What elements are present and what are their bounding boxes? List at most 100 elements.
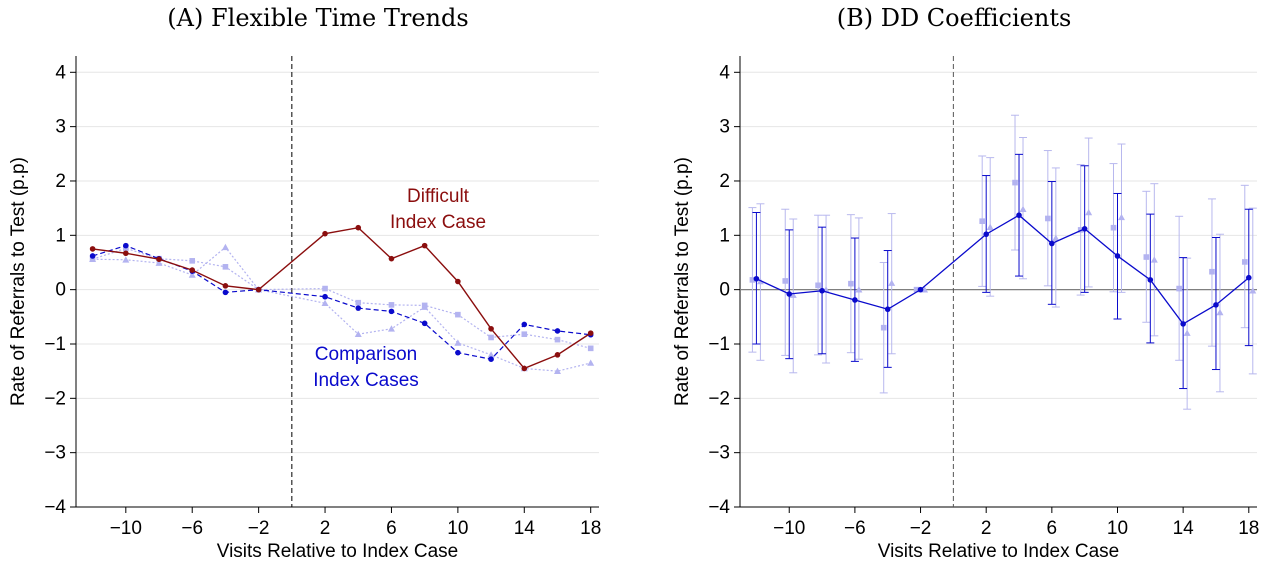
b-alt-series-0-point-13 <box>1209 268 1215 275</box>
b-alt-series-1-point-4 <box>888 279 896 286</box>
b-xtick-label-6: 14 <box>1173 518 1195 539</box>
b-ytick-label-4: 0 <box>719 280 730 301</box>
a-series-0-point-12 <box>521 365 528 372</box>
b-xtick-label-4: 6 <box>1047 518 1058 539</box>
panel-b: (B) DD Coefficients −4 −3 −2 −1 0 1 2 3 4 −10 −6 −2… <box>636 0 1271 569</box>
b-alt-series-1-point-10 <box>1117 213 1125 221</box>
a-series-0-point-13 <box>554 352 561 358</box>
panel-b-title: (B) DD Coefficients <box>836 4 1072 32</box>
b-main-series-line <box>756 214 1250 325</box>
a-series-2-point-3 <box>189 258 196 264</box>
a-series-0-point-4 <box>222 283 229 289</box>
a-ytick-label-2: −2 <box>44 388 66 409</box>
a-ytick-label-7: 3 <box>55 117 66 138</box>
a-series-3-point-7 <box>354 330 362 338</box>
b-main-series-point-0 <box>753 275 760 282</box>
a-series-2-point-4 <box>222 264 229 270</box>
a-series-1-point-12 <box>521 321 528 328</box>
b-alt-series-0-point-2 <box>815 282 821 289</box>
b-alt-series-0-point-0 <box>749 277 756 283</box>
b-main-series-point-12 <box>1180 321 1186 327</box>
a-series-0-point-1 <box>123 250 129 257</box>
a-series-0-point-3 <box>189 267 196 273</box>
a-xtick-label-3: 2 <box>320 518 331 539</box>
b-alt-series-0-point-3 <box>848 280 854 287</box>
b-ytick-label-7: 3 <box>719 117 730 138</box>
b-alt-series-1-point-6 <box>986 223 994 230</box>
a-series-0-point-0 <box>89 246 96 252</box>
b-xtick-label-3: 2 <box>981 518 992 539</box>
b-main-series-point-13 <box>1213 302 1219 308</box>
b-ytick-label-0: −4 <box>708 497 730 518</box>
b-main-series-point-4 <box>884 306 891 313</box>
b-x-axis-title: Visits Relative to Index Case <box>878 541 1120 562</box>
b-ytick-label-8: 4 <box>719 62 730 83</box>
a-ytick-label-4: 0 <box>55 280 66 301</box>
a-series-0-point-9 <box>421 242 428 249</box>
a-x-axis-title: Visits Relative to Index Case <box>217 541 459 562</box>
a-annotation-1-line-0: Comparison <box>315 344 417 365</box>
b-alt-series-0-point-6 <box>979 218 985 224</box>
a-ytick-label-1: −3 <box>44 443 66 464</box>
a-annotation-0-line-0: Difficult <box>407 186 470 207</box>
b-alt-series-1-point-1 <box>789 291 797 298</box>
b-alt-series-1-point-7 <box>1019 205 1027 213</box>
a-series-0 <box>89 224 594 372</box>
a-annotation-0-line-1: Index Case <box>390 212 486 233</box>
a-series-3-point-10 <box>454 339 462 346</box>
a-series-3-point-0 <box>89 255 97 263</box>
b-alt-series-0-point-10 <box>1110 224 1117 231</box>
a-series-0-point-7 <box>355 224 362 231</box>
b-alt-series-1-point-11 <box>1150 256 1158 263</box>
a-series-2-point-12 <box>521 331 528 338</box>
a-series-2-point-8 <box>388 302 395 308</box>
a-series-1-point-11 <box>488 356 494 363</box>
b-alt-series-0-point-7 <box>1012 179 1018 186</box>
b-alt-series-1-point-3 <box>855 286 863 293</box>
b-main-series-point-9 <box>1081 225 1088 232</box>
a-series-2-point-14 <box>587 345 594 352</box>
a-series-2-point-6 <box>322 285 328 292</box>
b-xtick-label-0: −10 <box>773 518 805 539</box>
b-xtick-label-2: −2 <box>910 518 932 539</box>
b-ytick-label-3: −1 <box>708 334 730 355</box>
b-alt-series-0 <box>748 114 1249 394</box>
b-main-series-point-11 <box>1147 277 1154 283</box>
a-ytick-label-3: −1 <box>44 334 66 355</box>
b-main-series-point-3 <box>852 297 858 303</box>
b-ytick-label-5: 1 <box>719 225 730 246</box>
b-alt-series-1-point-14 <box>1249 287 1257 294</box>
a-series-3-point-4 <box>221 243 229 251</box>
b-alt-series-0-point-14 <box>1241 259 1248 265</box>
b-ytick-label-1: −3 <box>708 443 730 464</box>
a-ytick-label-5: 1 <box>55 225 66 246</box>
a-ytick-label-0: −4 <box>44 497 66 518</box>
panel-a-title: (A) Flexible Time Trends <box>167 4 469 32</box>
b-main-series-point-2 <box>819 287 825 294</box>
a-series-1-point-1 <box>123 242 129 249</box>
b-main-series-point-6 <box>983 231 989 238</box>
a-series-2-point-7 <box>355 299 362 306</box>
a-series-1-point-4 <box>222 289 229 296</box>
a-xtick-label-6: 14 <box>514 518 536 539</box>
a-series-0-point-11 <box>488 325 494 332</box>
a-y-axis-title: Rate of Referrals to Test (p.p) <box>8 157 29 406</box>
b-ytick-label-6: 2 <box>719 171 730 192</box>
a-series-0-point-14 <box>587 330 594 336</box>
b-main-series-point-7 <box>1016 212 1022 219</box>
b-main-series-point-5 <box>917 286 924 293</box>
a-series-2-point-11 <box>488 334 494 341</box>
b-y-axis-title: Rate of Referrals to Test (p.p) <box>672 157 693 406</box>
b-main-series-point-14 <box>1245 274 1252 281</box>
a-series-3-point-9 <box>421 303 429 310</box>
a-series-0-point-6 <box>322 230 328 237</box>
b-alt-series-0-point-12 <box>1176 285 1182 292</box>
a-series-0-point-5 <box>255 286 262 293</box>
a-series-3-point-6 <box>321 299 329 307</box>
a-series-3-point-8 <box>387 325 395 332</box>
a-series-1-point-13 <box>554 328 561 334</box>
b-alt-series-0-point-11 <box>1143 254 1150 260</box>
b-main-series-point-10 <box>1114 253 1121 259</box>
